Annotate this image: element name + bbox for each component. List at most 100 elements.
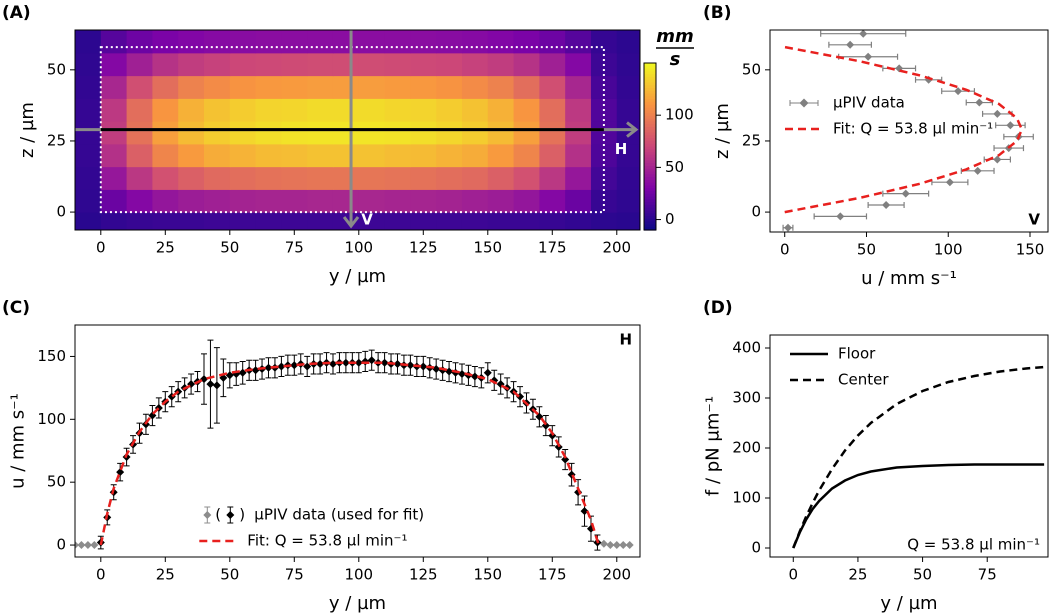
colorbar-segment: [644, 227, 656, 231]
heatmap-cell: [461, 121, 489, 145]
data-point: [419, 362, 428, 371]
plot-area: [792, 365, 1045, 549]
data-point: [367, 356, 376, 365]
colorbar-tick-label: 100: [665, 106, 694, 124]
x-axis-label: y / µm: [329, 266, 386, 287]
heatmap-cell: [487, 75, 515, 99]
heatmap-cell: [436, 189, 463, 213]
data-point: [432, 365, 441, 374]
heatmap-cell: [461, 75, 489, 99]
data-point: [973, 166, 982, 175]
colorbar-segment: [644, 199, 656, 203]
arrow-head: [342, 216, 360, 229]
colorbar-segment: [644, 185, 656, 189]
x-tick-label: 175: [538, 566, 567, 584]
heatmap-cell: [332, 98, 360, 122]
y-axis-label: z / µm: [712, 103, 733, 159]
data-point: [116, 468, 125, 477]
legend-bracket: (: [215, 506, 221, 524]
colorbar-segment: [644, 202, 656, 206]
colorbar-segment: [644, 177, 656, 181]
heatmap-cell: [75, 75, 102, 99]
colorbar-segment: [644, 179, 656, 184]
data-point: [303, 362, 312, 371]
heatmap-cell: [539, 30, 566, 54]
plot-area: [75, 30, 640, 230]
heatmap-cell: [307, 121, 334, 145]
panel-label: (B): [703, 3, 732, 23]
colorbar-segment: [644, 207, 656, 212]
heatmap-cell: [203, 75, 231, 99]
data-point: [993, 155, 1002, 164]
colorbar-segment: [644, 188, 656, 192]
heatmap-cell: [152, 30, 179, 54]
heatmap-cell: [590, 189, 618, 213]
heatmap-cell: [384, 98, 411, 122]
x-tick-label: 50: [220, 239, 239, 257]
colorbar-segment: [644, 82, 656, 86]
data-point: [354, 358, 363, 367]
heatmap-cell: [332, 30, 360, 54]
x-tick-label: 125: [409, 239, 438, 257]
heatmap-cell: [487, 121, 515, 145]
heatmap-cell: [358, 166, 386, 190]
colorbar-segment: [644, 149, 656, 153]
heatmap-cell: [126, 98, 153, 122]
heatmap-cell: [229, 143, 257, 168]
heatmap-cell: [152, 212, 179, 230]
heatmap-cell: [590, 121, 618, 145]
data-point: [380, 358, 389, 367]
heatmap-cell: [384, 212, 411, 230]
heatmap-cell: [100, 98, 128, 122]
heatmap-cell: [410, 98, 437, 122]
panel-note: H: [619, 331, 632, 349]
data-point: [470, 372, 479, 381]
x-tick-label: 0: [780, 241, 790, 259]
heatmap-cell: [539, 166, 566, 190]
x-tick-label: 50: [220, 566, 239, 584]
data-point: [954, 87, 963, 96]
heatmap-cell: [75, 98, 102, 122]
colorbar-segment: [644, 101, 656, 106]
heatmap-cell: [436, 52, 463, 77]
colorbar-segment: [644, 146, 656, 150]
colorbar-segment: [644, 115, 656, 120]
heatmap-cell: [332, 75, 360, 99]
heatmap-cell: [616, 212, 640, 230]
axes-frame: [74, 324, 641, 558]
colorbar-segment: [644, 63, 656, 67]
colorbar-frame: [643, 62, 657, 231]
panel-note: Q = 53.8 µl min⁻¹: [907, 536, 1040, 554]
heatmap-cell: [487, 189, 515, 213]
heatmap-cell: [565, 75, 592, 99]
data-point: [864, 52, 873, 61]
colorbar-segment: [644, 157, 656, 162]
fit-line: [792, 365, 1045, 549]
heatmap-cell: [229, 189, 257, 213]
x-axis-label: y / µm: [329, 593, 386, 614]
y-tick-label: 25: [742, 131, 761, 149]
heatmap-cell: [178, 166, 205, 190]
heatmap-cell: [255, 52, 282, 77]
colorbar-segment: [644, 168, 656, 173]
data-point: [341, 358, 350, 367]
heatmap-cell: [152, 166, 179, 190]
heatmap-cell: [255, 189, 282, 213]
heatmap-cell: [152, 75, 179, 99]
heatmap-cell: [332, 121, 360, 145]
data-point: [783, 223, 792, 232]
heatmap-cell: [281, 143, 308, 168]
heatmap-cell: [332, 189, 360, 213]
heatmap-cell: [410, 212, 437, 230]
heatmap-cell: [152, 121, 179, 145]
colorbar-segment: [644, 138, 656, 142]
data-point: [846, 40, 855, 49]
y-tick-label: 0: [751, 539, 761, 557]
colorbar-label-numerator: mm: [656, 26, 694, 47]
colorbar-segment: [644, 127, 656, 131]
heatmap-cell: [436, 166, 463, 190]
y-tick-label: 100: [732, 489, 761, 507]
x-tick-label: 150: [1016, 241, 1045, 259]
x-tick-label: 25: [156, 239, 175, 257]
y-tick-label: 50: [47, 473, 66, 491]
